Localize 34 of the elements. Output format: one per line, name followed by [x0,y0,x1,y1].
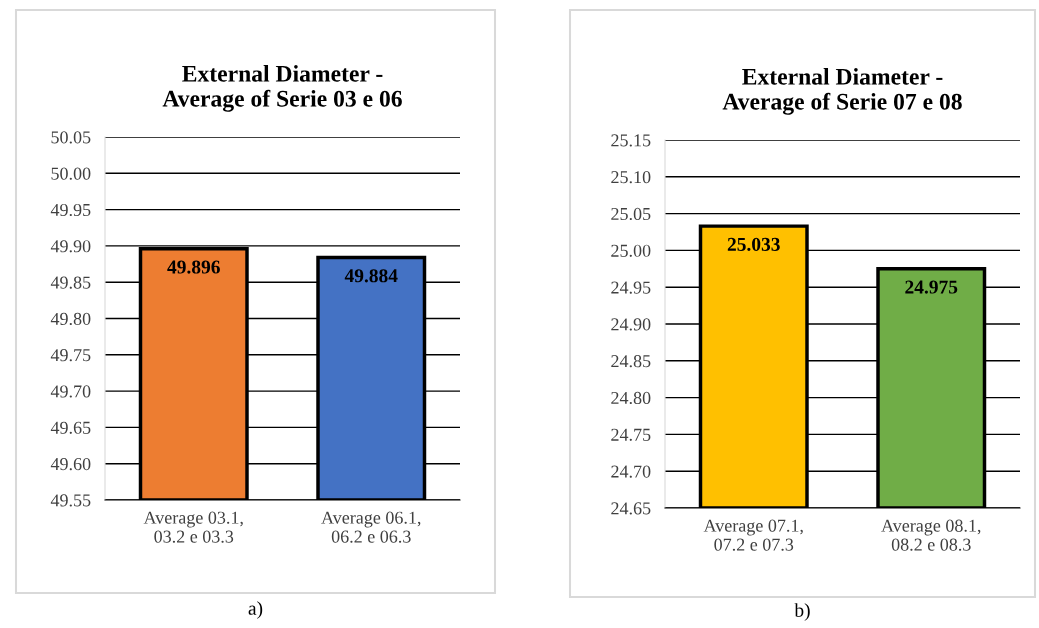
x-tick-label: Average 06.1, 06.2 e 06.3 [321,511,421,543]
y-tick-label: 50.05 [51,131,91,144]
y-tick-label: 25.00 [611,244,651,257]
y-tick-label: 24.75 [611,428,651,441]
y-tick-label: 24.90 [611,318,651,331]
data-label: 49.884 [344,269,398,283]
y-tick-label: 49.55 [50,494,91,507]
data-label: 24.975 [905,280,958,294]
y-tick-label: 24.65 [611,502,651,515]
data-label: 25.033 [727,237,780,251]
chart-title: External Diameter - Average of Serie 03 e 06 [162,65,402,112]
y-tick-label: 49.65 [50,421,91,434]
y-tick-label: 24.85 [611,355,651,368]
text: a) [248,601,263,619]
y-tick-label: 25.05 [611,207,651,221]
y-tick-label: 50.00 [51,167,91,180]
y-tick-label: 25.10 [611,171,651,184]
y-tick-label: 24.80 [611,391,651,405]
chart-title: External Diameter - Average of Serie 07 e 08 [722,68,962,115]
x-tick-label: Average 08.1, 08.2 e 08.3 [881,519,981,551]
y-tick-label: 49.90 [50,240,91,253]
x-tick-label: Average 07.1, 07.2 e 07.3 [703,519,803,551]
y-tick-label: 49.60 [50,457,91,471]
y-tick-label: 24.70 [611,465,651,478]
y-tick-label: 24.95 [611,281,651,294]
y-tick-label: 49.85 [50,276,91,289]
text: b) [794,603,810,621]
y-tick-label: 25.15 [611,134,651,147]
x-tick-label: Average 03.1, 03.2 e 03.3 [143,511,243,543]
y-tick-label: 49.70 [50,385,91,398]
y-tick-label: 49.95 [50,203,91,217]
y-tick-label: 49.80 [50,312,91,326]
y-tick-label: 49.75 [50,349,91,362]
data-label: 49.896 [167,260,220,274]
